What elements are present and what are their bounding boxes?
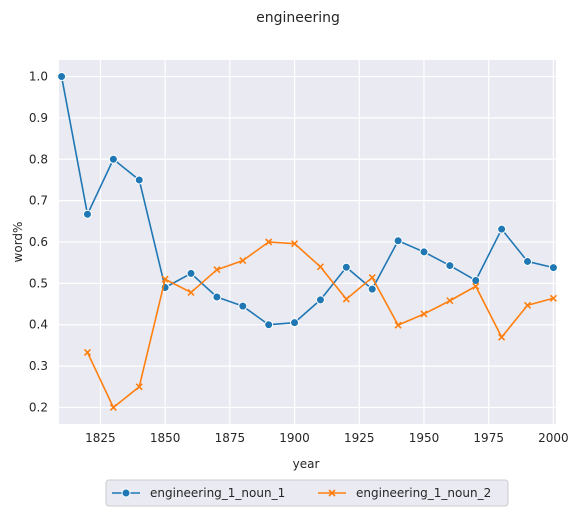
legend-label: engineering_1_noun_1 <box>150 486 285 500</box>
y-tick-label: 0.7 <box>29 194 48 208</box>
data-point <box>394 237 402 245</box>
data-point <box>498 225 506 233</box>
data-point <box>549 264 557 272</box>
x-tick-label: 1925 <box>344 431 375 445</box>
data-point <box>83 210 91 218</box>
y-tick-label: 0.8 <box>29 152 48 166</box>
data-point <box>368 285 376 293</box>
x-tick-label: 1950 <box>409 431 440 445</box>
data-point <box>342 263 350 271</box>
x-tick-label: 2000 <box>538 431 569 445</box>
data-point <box>291 319 299 327</box>
data-point <box>109 155 117 163</box>
y-tick-label: 0.3 <box>29 359 48 373</box>
legend: engineering_1_noun_1 engineering_1_noun_2 <box>106 480 508 506</box>
x-tick-label: 1850 <box>150 431 181 445</box>
x-tick-labels: 1825 1850 1875 1900 1925 1950 1975 2000 <box>85 431 569 445</box>
legend-label: engineering_1_noun_2 <box>356 486 491 500</box>
x-tick-label: 1900 <box>279 431 310 445</box>
data-point <box>58 73 66 81</box>
y-tick-label: 1.0 <box>29 70 48 84</box>
chart-title: engineering <box>256 10 340 26</box>
data-point <box>524 257 532 265</box>
legend-marker <box>122 489 130 497</box>
data-point <box>213 293 221 301</box>
data-point <box>446 262 454 270</box>
y-axis-label: word% <box>11 222 25 263</box>
x-tick-label: 1825 <box>85 431 116 445</box>
y-tick-label: 0.2 <box>29 400 48 414</box>
y-tick-label: 0.6 <box>29 235 48 249</box>
data-point <box>265 321 273 329</box>
data-point <box>135 176 143 184</box>
y-tick-labels: 0.2 0.3 0.4 0.5 0.6 0.7 0.8 0.9 1.0 <box>29 70 48 415</box>
x-axis-label: year <box>293 457 320 471</box>
y-tick-label: 0.5 <box>29 276 48 290</box>
data-point <box>316 296 324 304</box>
data-point <box>239 302 247 310</box>
y-tick-label: 0.4 <box>29 318 48 332</box>
data-point <box>187 269 195 277</box>
x-tick-label: 1975 <box>473 431 504 445</box>
data-point <box>420 248 428 256</box>
y-tick-label: 0.9 <box>29 111 48 125</box>
x-tick-label: 1875 <box>215 431 246 445</box>
